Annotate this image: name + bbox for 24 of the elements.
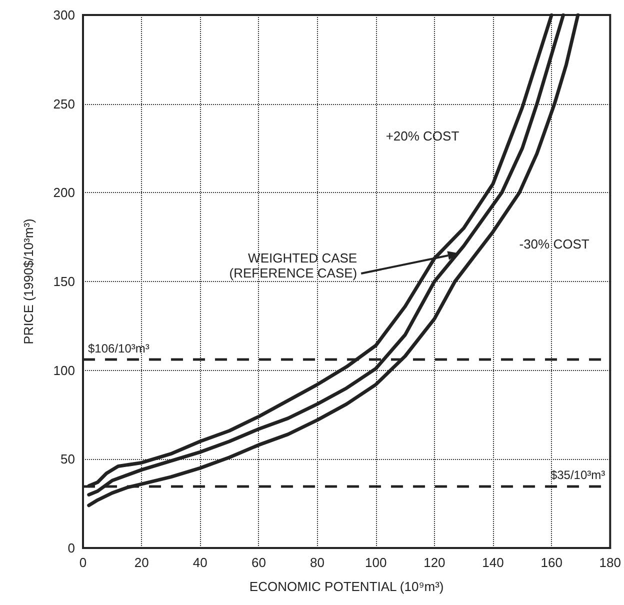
- x-tick-label: 80: [310, 555, 325, 570]
- x-tick-label: 180: [599, 555, 622, 570]
- x-tick-label: 160: [540, 555, 562, 570]
- annotation: -30% COST: [519, 236, 590, 252]
- x-tick-label: 100: [365, 555, 387, 570]
- x-tick-label: 60: [251, 555, 266, 570]
- x-tick-label: 40: [192, 555, 208, 570]
- x-tick-label: 20: [134, 555, 149, 570]
- y-axis-title: PRICE (1990$/10³m³): [21, 218, 36, 344]
- x-tick-label: 140: [482, 555, 504, 570]
- y-tick-label: 0: [68, 540, 75, 556]
- y-tick-label: 200: [53, 185, 75, 200]
- x-tick-label: 120: [424, 555, 446, 570]
- annotation: +20% COST: [386, 128, 460, 144]
- y-tick-label: 250: [53, 96, 75, 112]
- annotation: WEIGHTED CASE (REFERENCE CASE): [229, 250, 358, 281]
- y-tick-label: 300: [53, 8, 75, 22]
- x-axis-title: ECONOMIC POTENTIAL (10⁹m³): [249, 579, 444, 594]
- x-tick-label: 0: [79, 555, 87, 570]
- y-tick-label: 50: [60, 452, 75, 467]
- ref-line-label: $35/10³m³: [550, 468, 606, 482]
- ref-line-label: $106/10³m³: [88, 342, 150, 356]
- y-tick-label: 150: [53, 274, 75, 289]
- y-tick-label: 100: [53, 362, 75, 378]
